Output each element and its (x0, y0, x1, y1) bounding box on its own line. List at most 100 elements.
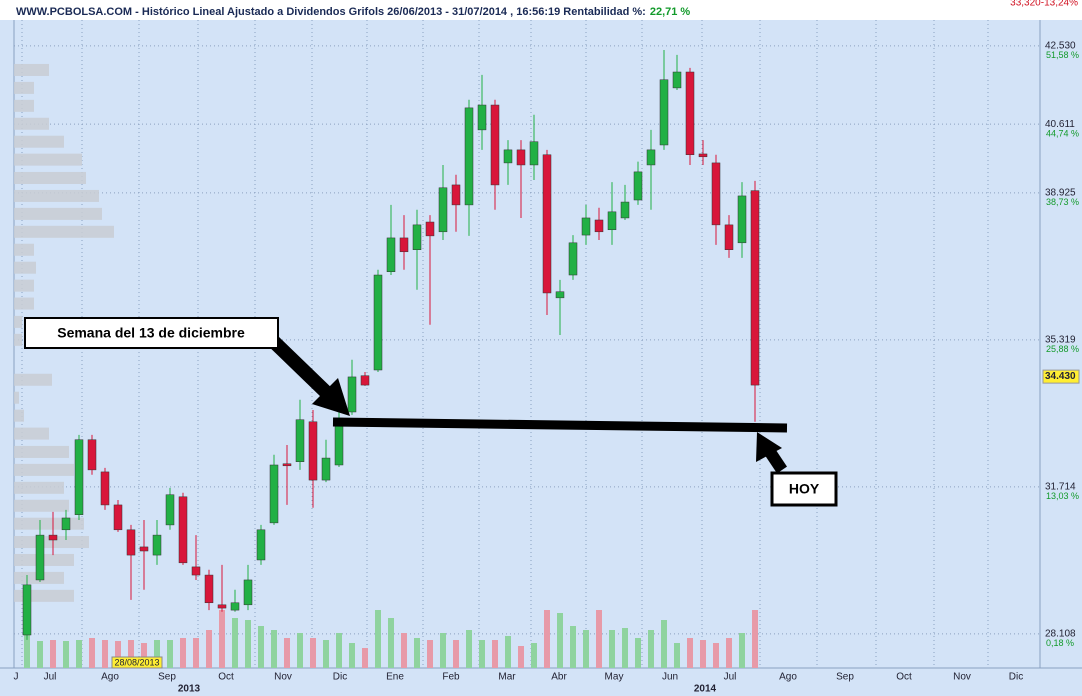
volume-bar (518, 646, 524, 668)
y-tick-label: 38.925 (1045, 188, 1076, 199)
candle-body (737, 195, 747, 244)
y2-tick-label: 44,74 % (1046, 128, 1079, 138)
x-tick-label: May (605, 672, 624, 683)
candle-body (360, 375, 370, 386)
volume-profile-bar (14, 135, 64, 148)
volume-bar (258, 626, 264, 668)
volume-bar (297, 633, 303, 668)
candle-body (620, 201, 630, 219)
x-tick-label: Sep (836, 672, 854, 683)
volume-profile-bar (14, 536, 89, 549)
volume-profile-bar (14, 391, 19, 404)
volume-profile-bar (14, 261, 36, 274)
candle-body (711, 162, 721, 226)
annotation: Semana del 13 de diciembre (57, 325, 245, 341)
volume-profile-bar (14, 373, 52, 386)
annotation: HOY (789, 481, 820, 497)
volume-profile-bar (14, 315, 22, 328)
candle-body (490, 104, 500, 186)
volume-profile-bar (14, 207, 102, 220)
candle-body (100, 471, 110, 506)
volume-profile-bar (14, 189, 99, 202)
volume-bar (63, 641, 69, 668)
volume-bar (570, 626, 576, 668)
volume-bar (180, 638, 186, 668)
candle-body (724, 224, 734, 250)
volume-bar (466, 630, 472, 668)
y-tick-label: 42.530 (1045, 41, 1076, 52)
volume-bar (544, 610, 550, 668)
volume-bar (492, 640, 498, 668)
x-tick-label: Jul (724, 672, 737, 683)
x-tick-label: Jun (662, 672, 678, 683)
y-tick-label: 35.319 (1045, 335, 1076, 346)
candle-body (672, 71, 682, 89)
volume-bar (336, 633, 342, 668)
candle-body (113, 504, 123, 531)
candle-body (321, 457, 331, 481)
volume-profile-bar (14, 297, 34, 310)
volume-profile-bar (14, 63, 49, 76)
candle-body (594, 219, 604, 233)
volume-bar (609, 630, 615, 668)
volume-bar (141, 643, 147, 668)
volume-bar (245, 620, 251, 668)
volume-profile-bar (14, 517, 84, 530)
x-tick-label: Ene (386, 672, 404, 683)
candle-body (555, 291, 565, 299)
volume-profile-bar (14, 81, 34, 94)
volume-bar (505, 636, 511, 668)
candle-body (464, 107, 474, 206)
arrow-head (312, 378, 350, 416)
x-tick-label: J (14, 672, 19, 683)
volume-bar (193, 638, 199, 668)
volume-profile-bar (14, 427, 49, 440)
candle-body (178, 496, 188, 564)
candle-body (477, 104, 487, 131)
volume-bar (648, 630, 654, 668)
volume-bar (739, 633, 745, 668)
candle-body (607, 211, 617, 231)
volume-bar (557, 613, 563, 668)
candle-body (529, 141, 539, 166)
volume-profile-bar (14, 481, 64, 494)
date-stamp-box (111, 656, 163, 669)
candle-body (22, 584, 32, 636)
candle-body (230, 602, 240, 611)
candle-body (308, 421, 318, 481)
y2-tick-label: 0,18 % (1046, 638, 1074, 648)
candle-body (165, 494, 175, 526)
x-tick-label: Feb (442, 672, 460, 683)
volume-bar (427, 640, 433, 668)
candle-body (503, 149, 513, 164)
volume-profile-bar (14, 171, 86, 184)
candle-body (347, 376, 357, 413)
date-stamp: 28/08/2013 (114, 657, 159, 667)
return-label: 22,71 % (650, 6, 691, 18)
candle-body (243, 579, 253, 606)
volume-bar (284, 638, 290, 668)
volume-bar (219, 610, 225, 668)
y-tick-label: 28.108 (1045, 628, 1076, 639)
candle-body (542, 154, 552, 294)
y-tick-label: 40.611 (1045, 119, 1075, 130)
corner-text: 33,320-13,24% (1010, 0, 1078, 9)
candle-body (646, 149, 656, 166)
volume-bar (635, 638, 641, 668)
x-tick-label: Oct (896, 672, 912, 683)
volume-bar (102, 640, 108, 668)
candle-body (204, 574, 214, 604)
volume-bar (531, 643, 537, 668)
candle-body (412, 224, 422, 250)
year-label: 2014 (694, 684, 717, 695)
annotation-box (24, 317, 279, 349)
candle-body (399, 237, 409, 253)
volume-bar (661, 620, 667, 668)
y2-tick-label: 51,58 % (1046, 50, 1079, 60)
candle-body (74, 439, 84, 515)
volume-bar (401, 633, 407, 668)
title-bar (0, 0, 1082, 20)
volume-bar (349, 643, 355, 668)
y2-tick-label: 13,03 % (1046, 491, 1079, 501)
candle-body (87, 439, 97, 471)
